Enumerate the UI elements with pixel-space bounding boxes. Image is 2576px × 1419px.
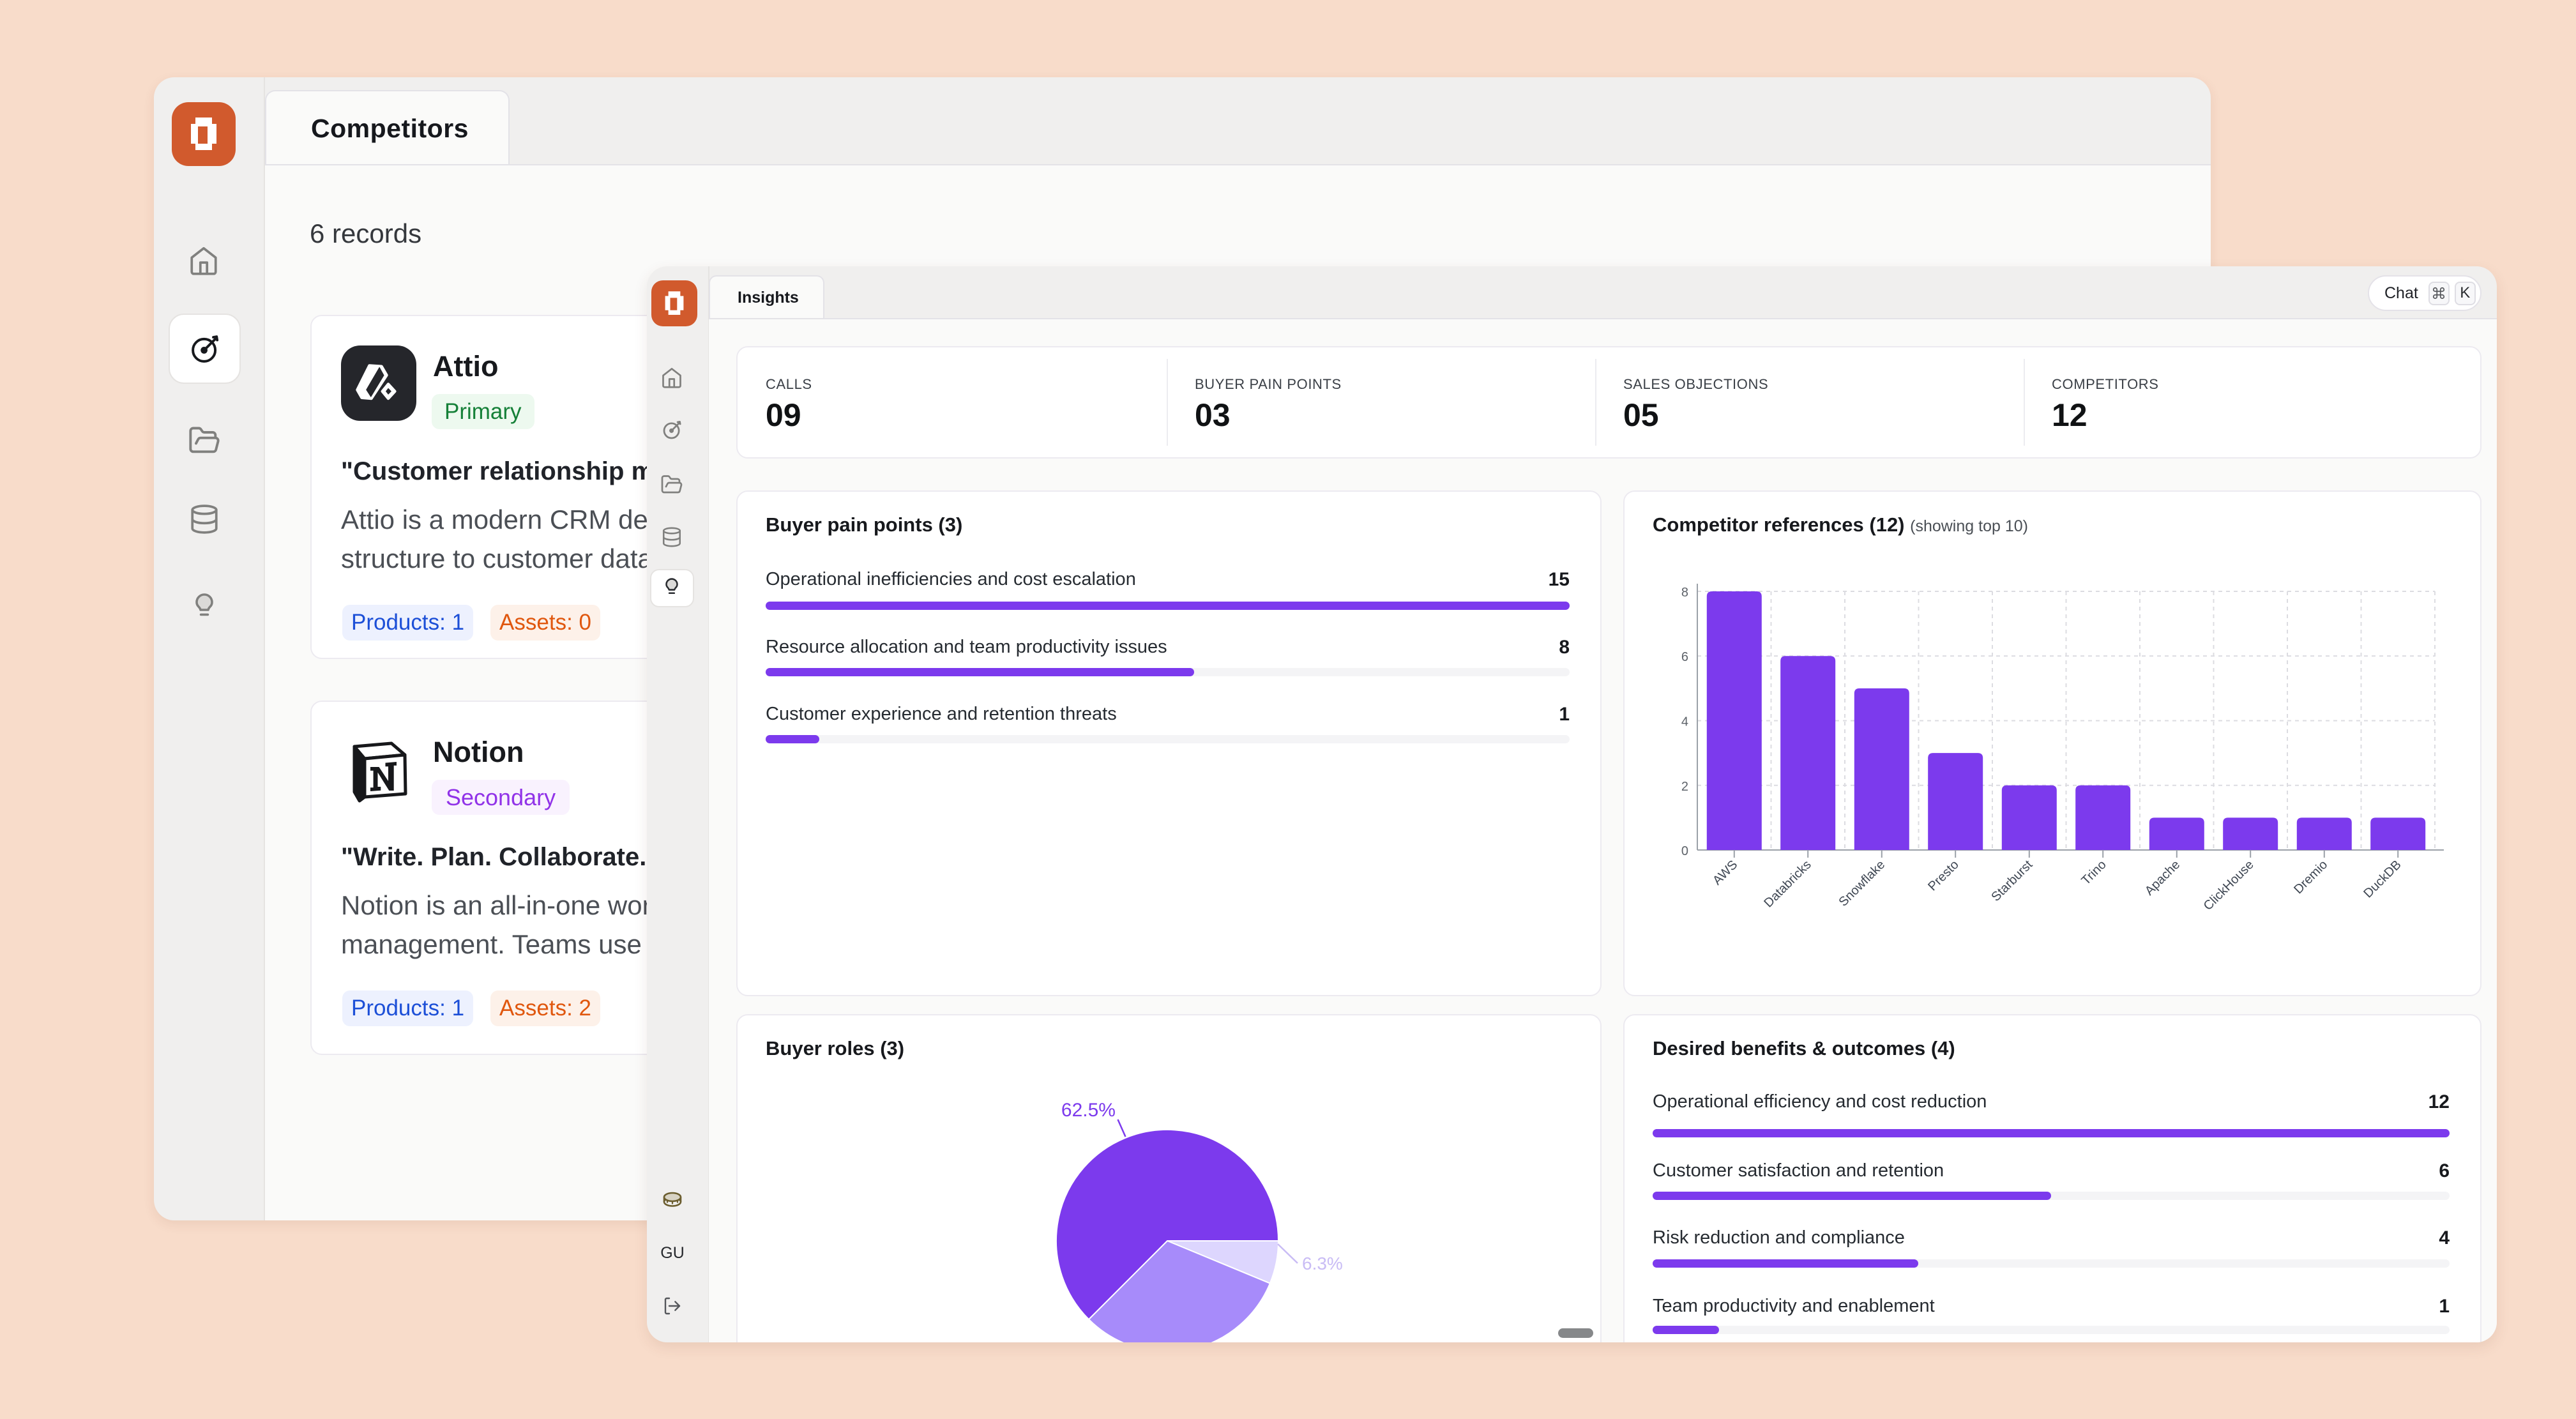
svg-text:Databricks: Databricks (1761, 858, 1814, 910)
svg-text:0: 0 (1681, 844, 1688, 858)
svg-text:DuckDB: DuckDB (2361, 858, 2404, 900)
svg-text:Apache: Apache (2142, 858, 2183, 899)
svg-text:Snowflake: Snowflake (1837, 858, 1888, 909)
svg-text:Starburst: Starburst (1989, 858, 2035, 904)
svg-text:Dremio: Dremio (2291, 858, 2330, 897)
svg-text:8: 8 (1681, 586, 1688, 600)
svg-text:6.3%: 6.3% (1302, 1254, 1343, 1273)
svg-text:Trino: Trino (2079, 858, 2109, 888)
svg-text:2: 2 (1681, 780, 1688, 794)
svg-text:4: 4 (1681, 715, 1688, 729)
svg-text:62.5%: 62.5% (1061, 1100, 1116, 1121)
svg-text:6: 6 (1681, 650, 1688, 664)
svg-text:AWS: AWS (1710, 858, 1740, 888)
svg-text:Presto: Presto (1925, 858, 1961, 893)
svg-text:ClickHouse: ClickHouse (2201, 858, 2257, 913)
